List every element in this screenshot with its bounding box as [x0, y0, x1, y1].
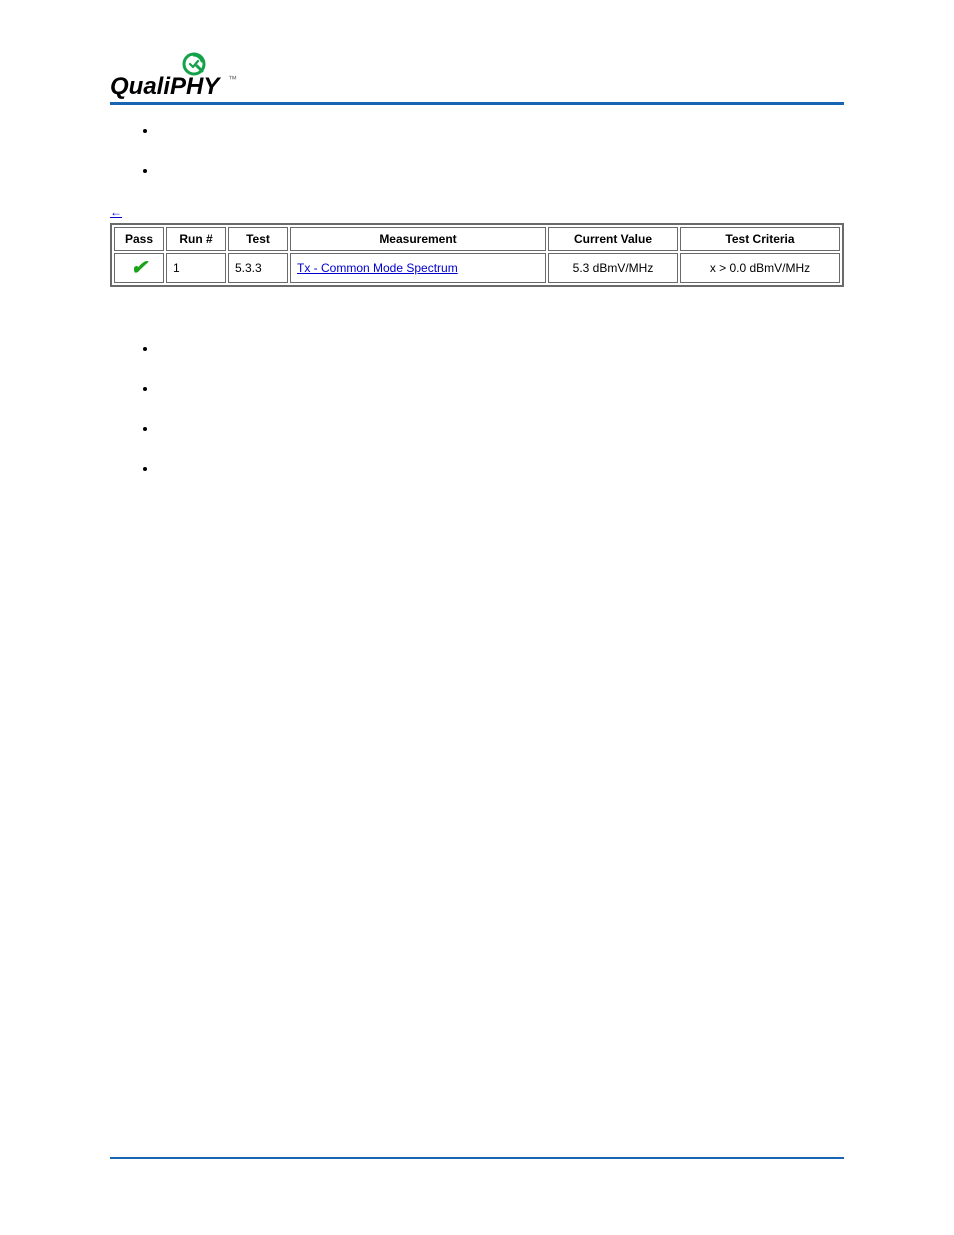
- cell-test: 5.3.3: [228, 253, 288, 283]
- footer-rule: [110, 1157, 844, 1159]
- list-item: [158, 123, 844, 139]
- list-item: [158, 341, 844, 357]
- col-header-criteria: Test Criteria: [680, 227, 840, 251]
- cell-criteria: x > 0.0 dBmV/MHz: [680, 253, 840, 283]
- back-arrow-icon: ←: [110, 205, 122, 219]
- header-rule: [110, 102, 844, 105]
- brand-suffix: PHY: [170, 73, 221, 100]
- cell-pass: ✔: [114, 253, 164, 283]
- qualiphy-logo-svg: QualiPHY ™: [110, 50, 240, 100]
- page: QualiPHY ™ ← Pass Run # Test Measurement…: [0, 0, 954, 1235]
- section-2: [110, 341, 844, 477]
- brand-logo: QualiPHY ™: [110, 50, 844, 100]
- brand-prefix: Quali: [110, 73, 171, 100]
- col-header-pass: Pass: [114, 227, 164, 251]
- col-header-run: Run #: [166, 227, 226, 251]
- list-item: [158, 421, 844, 437]
- list-item: [158, 461, 844, 477]
- results-table: Pass Run # Test Measurement Current Valu…: [110, 223, 844, 287]
- svg-text:QualiPHY: QualiPHY: [110, 73, 221, 100]
- col-header-current-value: Current Value: [548, 227, 678, 251]
- list-item: [158, 381, 844, 397]
- col-header-measurement: Measurement: [290, 227, 546, 251]
- list-item: [158, 163, 844, 179]
- table-row: ✔ 1 5.3.3 Tx - Common Mode Spectrum 5.3 …: [114, 253, 840, 283]
- cell-measurement: Tx - Common Mode Spectrum: [290, 253, 546, 283]
- col-header-test: Test: [228, 227, 288, 251]
- bullet-list-1: [110, 123, 844, 179]
- trademark: ™: [228, 74, 237, 84]
- cell-run: 1: [166, 253, 226, 283]
- cell-current-value: 5.3 dBmV/MHz: [548, 253, 678, 283]
- pass-check-icon: ✔: [121, 258, 157, 278]
- bullet-list-2: [110, 341, 844, 477]
- table-header-row: Pass Run # Test Measurement Current Valu…: [114, 227, 840, 251]
- measurement-link[interactable]: Tx - Common Mode Spectrum: [297, 261, 458, 275]
- back-link[interactable]: ←: [110, 205, 122, 219]
